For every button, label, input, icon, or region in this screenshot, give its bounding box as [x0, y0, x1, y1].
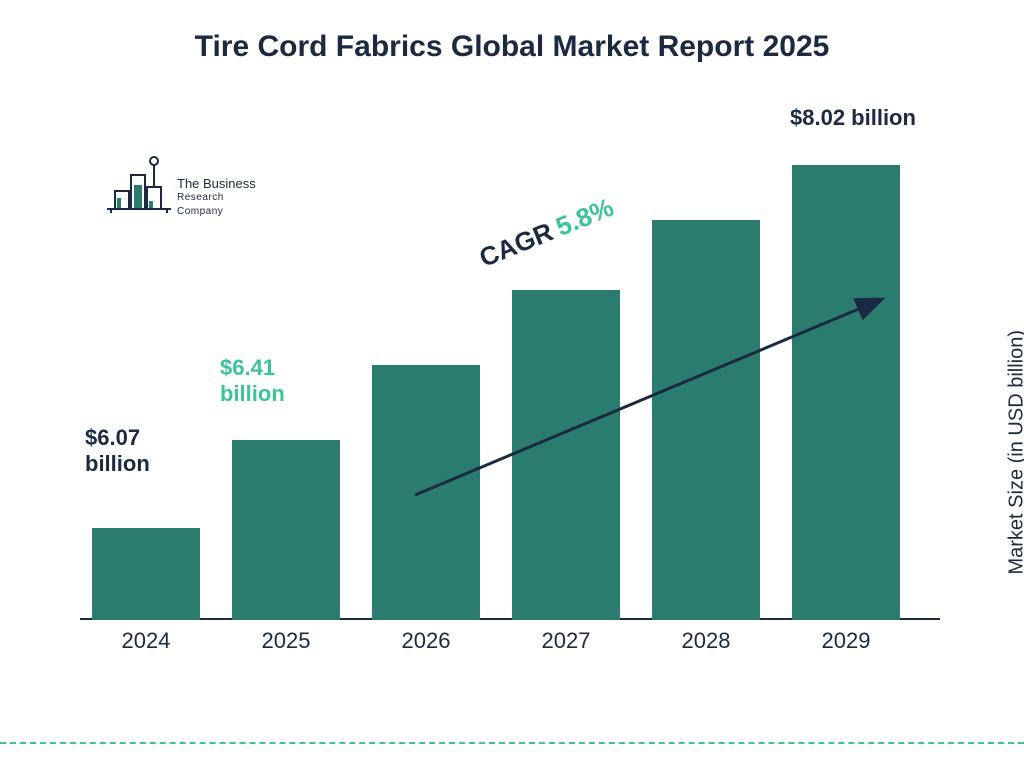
- value-callout: $6.41billion: [220, 355, 340, 407]
- value-callout: $6.07billion: [85, 425, 205, 477]
- bar: [92, 528, 200, 620]
- bar: [372, 365, 480, 620]
- x-tick-label: 2029: [776, 628, 916, 654]
- x-tick-label: 2028: [636, 628, 776, 654]
- x-tick-label: 2026: [356, 628, 496, 654]
- x-tick-label: 2025: [216, 628, 356, 654]
- bar-chart: 202420252026202720282029: [80, 140, 940, 660]
- plot-area: 202420252026202720282029: [80, 140, 940, 620]
- bar: [792, 165, 900, 620]
- x-tick-label: 2024: [76, 628, 216, 654]
- footer-dashed-rule: [0, 742, 1024, 744]
- y-axis-label: Market Size (in USD billion): [1006, 330, 1024, 575]
- x-tick-label: 2027: [496, 628, 636, 654]
- bar: [512, 290, 620, 620]
- value-callout: $8.02 billion: [790, 105, 970, 131]
- bar: [232, 440, 340, 620]
- bar: [652, 220, 760, 620]
- chart-title: Tire Cord Fabrics Global Market Report 2…: [0, 30, 1024, 64]
